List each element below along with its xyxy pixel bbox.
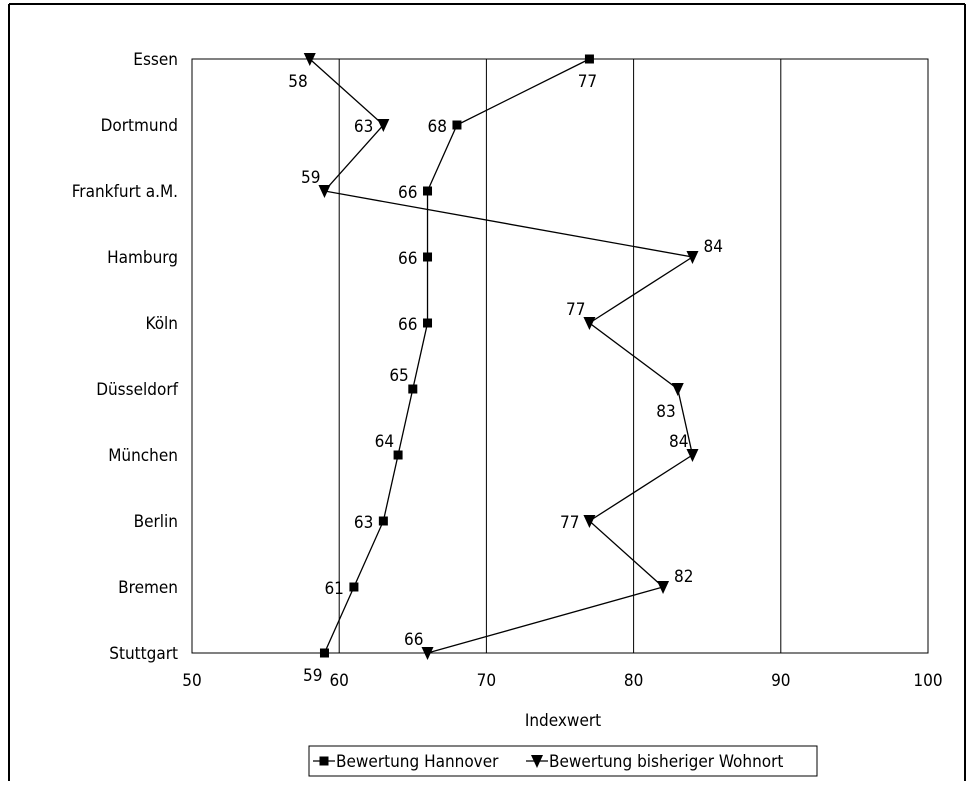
category-label: Dortmund <box>101 116 178 136</box>
data-point-triangle <box>686 251 699 264</box>
data-point-triangle <box>671 383 684 396</box>
series-layer: 77 68 66 66 66 65 64 63 61 59 58 63 59 84 77 83 84 77 82 66 <box>288 53 723 686</box>
data-label: 66 <box>398 249 417 269</box>
x-tick-label: 100 <box>913 671 942 691</box>
x-tick-label: 50 <box>182 671 201 691</box>
data-point-triangle <box>421 647 434 660</box>
gridlines <box>338 59 782 653</box>
data-point-triangle <box>583 515 596 528</box>
data-point-square <box>378 516 388 526</box>
category-label: Stuttgart <box>109 644 178 664</box>
data-label: 65 <box>389 366 408 386</box>
data-point-triangle <box>377 119 390 132</box>
data-point-square <box>393 450 403 460</box>
data-label: 82 <box>674 567 693 587</box>
data-label: 77 <box>566 300 585 320</box>
data-label: 68 <box>427 117 446 137</box>
data-point-triangle <box>318 185 331 198</box>
data-label: 77 <box>560 513 579 533</box>
data-point-square <box>423 318 433 328</box>
category-label: Köln <box>146 314 178 334</box>
data-point-square <box>584 54 594 64</box>
x-tick-label: 90 <box>771 671 790 691</box>
data-label: 66 <box>404 630 423 650</box>
legend-label: Bewertung bisheriger Wohnort <box>549 752 783 772</box>
legend: Bewertung Hannover Bewertung bisheriger W… <box>308 745 818 777</box>
data-point-triangle <box>303 53 316 66</box>
series-wohnort: 58 63 59 84 77 83 84 77 82 66 <box>288 53 723 660</box>
data-label: 59 <box>301 168 320 188</box>
series-line <box>323 58 590 654</box>
series-line <box>309 58 695 654</box>
data-label: 61 <box>324 579 343 599</box>
category-labels: Essen Dortmund Frankfurt a.M. Hamburg Köln Dü… <box>72 50 179 664</box>
frame-lines <box>8 3 966 781</box>
data-label: 77 <box>578 72 597 92</box>
data-point-triangle <box>583 317 596 330</box>
x-tick-label: 70 <box>477 671 496 691</box>
legend-item: Bewertung Hannover <box>313 752 499 772</box>
x-tick-label: 80 <box>624 671 643 691</box>
data-label: 83 <box>656 402 675 422</box>
data-point-triangle <box>686 449 699 462</box>
data-point-square <box>423 186 433 196</box>
plot-area <box>191 58 929 654</box>
x-axis-title: Indexwert <box>525 711 601 731</box>
x-axis-ticks: 50 60 70 80 90 100 <box>182 671 942 691</box>
data-label: 63 <box>354 513 373 533</box>
data-point-square <box>452 120 462 130</box>
legend-item: Bewertung bisheriger Wohnort <box>526 752 783 772</box>
data-label: 63 <box>354 117 373 137</box>
legend-label: Bewertung Hannover <box>336 752 499 772</box>
data-label: 58 <box>288 72 307 92</box>
legend-triangle-marker <box>531 755 543 768</box>
data-label: 64 <box>375 432 394 452</box>
category-label: Bremen <box>118 578 178 598</box>
series-hannover: 77 68 66 66 66 65 64 63 61 59 <box>303 54 597 686</box>
category-label: München <box>108 446 178 466</box>
data-point-square <box>408 384 418 394</box>
legend-box <box>308 745 818 777</box>
data-label: 66 <box>398 315 417 335</box>
legend-square-marker <box>319 756 329 766</box>
category-label: Frankfurt a.M. <box>72 182 178 202</box>
data-point-square <box>319 648 329 658</box>
data-label: 66 <box>398 183 417 203</box>
category-label: Essen <box>133 50 178 70</box>
data-point-triangle <box>657 581 670 594</box>
category-label: Hamburg <box>107 248 178 268</box>
data-label: 59 <box>303 666 322 686</box>
data-label: 84 <box>703 237 722 257</box>
category-label: Düsseldorf <box>96 380 178 400</box>
category-label: Berlin <box>134 512 178 532</box>
data-point-square <box>349 582 359 592</box>
data-label: 84 <box>669 432 688 452</box>
data-point-square <box>423 252 433 262</box>
x-tick-label: 60 <box>329 671 348 691</box>
